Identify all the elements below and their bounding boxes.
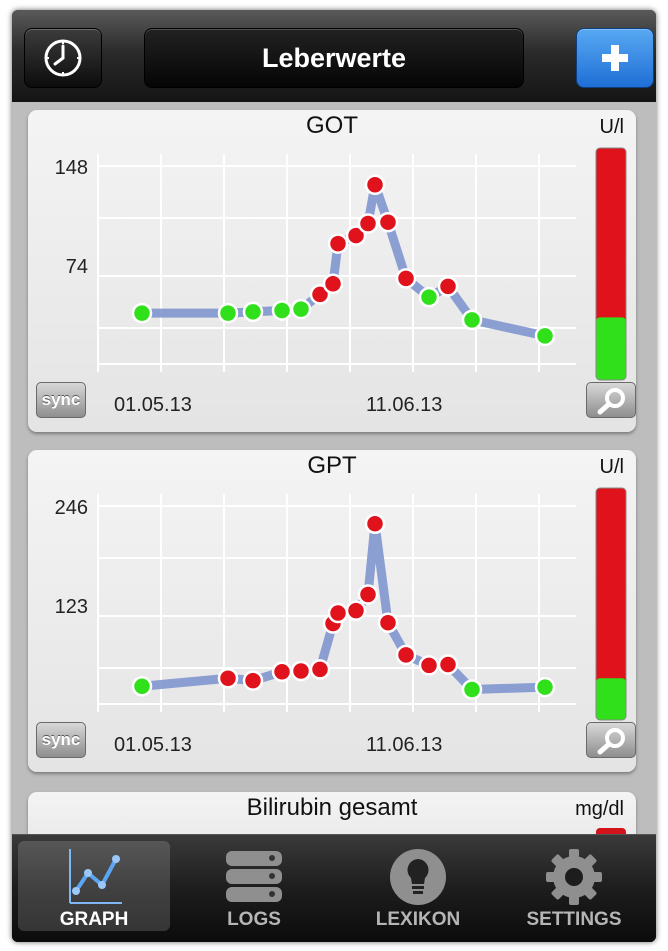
tab-label: LEXIKON bbox=[375, 909, 461, 930]
data-point bbox=[217, 302, 239, 324]
date-label-end: 11.06.13 bbox=[366, 734, 443, 756]
data-point bbox=[345, 600, 367, 621]
data-point bbox=[534, 325, 556, 347]
tab-settings[interactable]: SETTINGS bbox=[498, 841, 650, 931]
data-point bbox=[461, 309, 483, 331]
chart-card-gpt: 123 246 GPT U/l 01.05.13 11.06.13 sync bbox=[28, 450, 636, 772]
sync-button[interactable]: sync bbox=[36, 382, 86, 418]
data-point bbox=[395, 644, 417, 666]
lightbulb-icon bbox=[390, 849, 446, 905]
data-point bbox=[437, 654, 459, 675]
chart-unit: U/l bbox=[599, 456, 624, 478]
tab-bar: GRAPH LOGS LEXIKON bbox=[12, 834, 656, 942]
clock-icon bbox=[44, 39, 82, 77]
zoom-button[interactable] bbox=[586, 722, 636, 758]
data-point bbox=[395, 268, 417, 289]
data-point bbox=[534, 676, 556, 698]
data-point bbox=[309, 284, 331, 305]
sync-button[interactable]: sync bbox=[36, 722, 86, 758]
data-point bbox=[357, 213, 379, 234]
data-point bbox=[418, 286, 440, 308]
data-point bbox=[242, 670, 264, 691]
logs-icon bbox=[226, 851, 282, 902]
zoom-button[interactable] bbox=[586, 382, 636, 418]
y-tick-label: 148 bbox=[55, 157, 88, 179]
range-bar-normal bbox=[596, 678, 626, 720]
range-bar-normal bbox=[596, 317, 626, 380]
range-bar-frame bbox=[595, 487, 627, 721]
graph-icon bbox=[69, 849, 122, 904]
data-point bbox=[242, 301, 264, 323]
tab-lexikon[interactable]: LEXIKON bbox=[342, 841, 494, 931]
data-point bbox=[271, 661, 293, 683]
chart-title: GOT bbox=[306, 112, 358, 139]
data-point bbox=[131, 302, 153, 324]
app-screen: Leberwerte 74 148 GOT U/l 01.05.13 11.06.… bbox=[12, 10, 656, 942]
chart-list[interactable]: 74 148 GOT U/l 01.05.13 11.06.13 sync 123… bbox=[12, 102, 656, 834]
page-title: Leberwerte bbox=[144, 28, 524, 88]
data-point bbox=[322, 273, 344, 294]
date-label-start: 01.05.13 bbox=[114, 394, 192, 416]
range-bar-frame bbox=[595, 147, 627, 381]
data-point bbox=[327, 233, 349, 254]
data-point bbox=[461, 679, 483, 700]
magnifier-icon bbox=[597, 388, 625, 415]
navigation-bar: Leberwerte bbox=[12, 10, 656, 103]
chart-title: Bilirubin gesamt bbox=[246, 794, 418, 821]
chart-title: GPT bbox=[307, 452, 357, 479]
data-point bbox=[131, 676, 153, 697]
chart-unit: mg/dl bbox=[575, 798, 624, 820]
chart-unit: U/l bbox=[599, 116, 624, 138]
data-point bbox=[290, 660, 312, 682]
data-point bbox=[364, 513, 386, 534]
date-label-start: 01.05.13 bbox=[114, 734, 192, 756]
data-point bbox=[345, 225, 367, 246]
data-point bbox=[309, 659, 331, 680]
add-entry-button[interactable] bbox=[576, 28, 654, 88]
y-tick-label: 246 bbox=[55, 497, 88, 519]
chart-card-got: 74 148 GOT U/l 01.05.13 11.06.13 sync bbox=[28, 110, 636, 432]
data-point bbox=[217, 667, 239, 689]
gear-icon bbox=[546, 849, 602, 905]
range-bar-high bbox=[596, 488, 626, 720]
data-point bbox=[377, 612, 399, 633]
data-point bbox=[327, 602, 349, 624]
y-tick-label: 123 bbox=[55, 596, 88, 618]
gpt-chart: 123 246 bbox=[55, 487, 627, 721]
data-point bbox=[271, 300, 293, 321]
data-point bbox=[437, 276, 459, 297]
series-line bbox=[137, 180, 550, 341]
data-point bbox=[364, 174, 386, 195]
tab-label: LOGS bbox=[227, 909, 281, 930]
tab-logs[interactable]: LOGS bbox=[178, 841, 330, 931]
magnifier-icon bbox=[597, 728, 625, 755]
tab-graph[interactable]: GRAPH bbox=[18, 841, 170, 931]
tab-label: GRAPH bbox=[59, 909, 129, 930]
chart-card-bilirubin: Bilirubin gesamt mg/dl bbox=[28, 792, 636, 834]
plus-icon bbox=[602, 45, 628, 71]
data-point bbox=[290, 298, 312, 320]
tab-label: SETTINGS bbox=[526, 909, 622, 930]
y-tick-label: 74 bbox=[66, 256, 88, 278]
got-chart: 74 148 bbox=[55, 147, 627, 381]
data-point bbox=[418, 655, 440, 676]
history-button[interactable] bbox=[24, 28, 102, 88]
range-indicator-bar bbox=[596, 828, 626, 834]
data-point bbox=[357, 584, 379, 605]
date-label-end: 11.06.13 bbox=[366, 394, 443, 416]
data-point bbox=[377, 211, 399, 233]
